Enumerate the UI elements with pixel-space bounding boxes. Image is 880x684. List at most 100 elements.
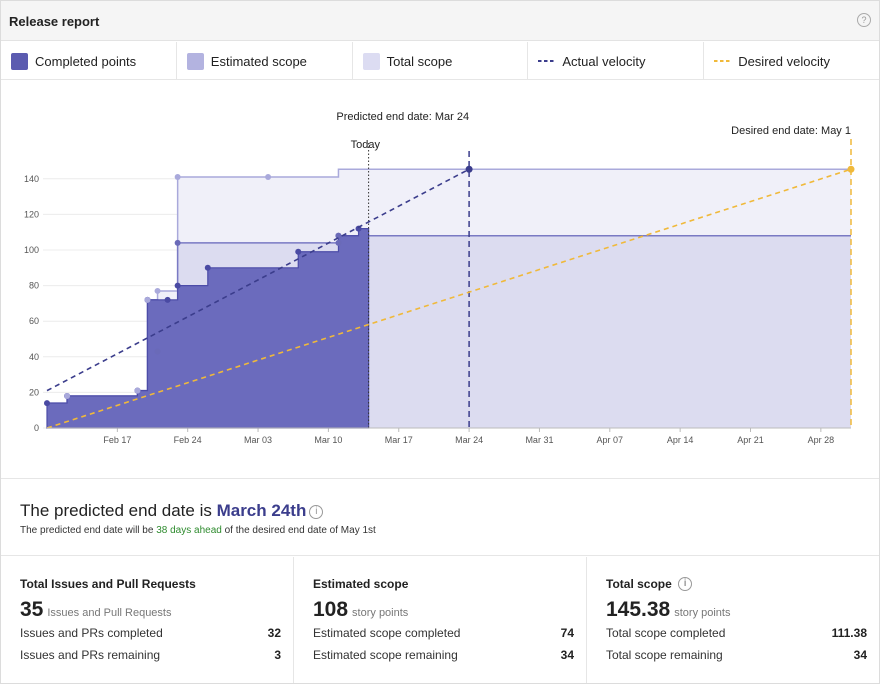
stat-headline: 35 Issues and Pull Requests: [20, 598, 281, 624]
completed-points-area: [46, 228, 370, 429]
legend-label: Completed points: [35, 53, 137, 69]
scope-point: [134, 387, 141, 394]
stat-row-value: 34: [560, 648, 574, 662]
stat-row-value: 111.38: [831, 626, 867, 640]
panel-header: Release report ?: [1, 1, 879, 41]
stat-row: Estimated scope remaining 34: [313, 648, 574, 668]
panel-title: Release report: [9, 14, 100, 29]
prediction-subtitle: The predicted end date will be 38 days a…: [20, 525, 376, 536]
stat-headline: 145.38 story points: [606, 598, 867, 624]
x-tick-label: Mar 10: [314, 435, 342, 445]
x-tick-label: Feb 17: [103, 435, 131, 445]
prediction-sub-suffix: of the desired end date of May 1st: [221, 525, 376, 536]
chart-legend: Completed points Estimated scope Total sco…: [1, 42, 879, 80]
scope-point: [144, 296, 151, 303]
legend-label: Actual velocity: [562, 53, 646, 69]
y-tick-label: 20: [29, 387, 39, 397]
predicted-end-point: [465, 165, 473, 173]
y-tick-label: 120: [24, 209, 39, 219]
stat-value: 145.38: [606, 598, 671, 621]
stat-row: Issues and PRs remaining 3: [20, 648, 281, 668]
legend-item-estimated-scope[interactable]: Estimated scope: [177, 42, 353, 80]
y-tick-label: 100: [24, 245, 39, 255]
stat-row-label: Total scope remaining: [606, 648, 723, 662]
stat-row-label: Issues and PRs completed: [20, 626, 163, 640]
completed-point: [164, 296, 171, 303]
stat-row: Total scope completed 111.38: [606, 626, 867, 646]
scope-point: [64, 392, 71, 399]
scope-point: [335, 232, 342, 239]
y-tick-label: 140: [24, 174, 39, 184]
legend-label: Estimated scope: [210, 53, 307, 69]
completed-point: [204, 264, 211, 271]
x-tick-label: Mar 03: [244, 435, 272, 445]
stat-row: Estimated scope completed 74: [313, 626, 574, 646]
desired-end-label: Desired end date: May 1: [731, 125, 851, 137]
legend-swatch: [362, 52, 380, 70]
today-label: Today: [351, 139, 381, 151]
x-tick-label: Mar 31: [525, 435, 553, 445]
legend-dash-line: [714, 60, 732, 62]
stat-row: Issues and PRs completed 32: [20, 626, 281, 646]
prediction-date: March 24th: [216, 501, 307, 520]
y-tick-label: 0: [34, 423, 39, 433]
info-icon[interactable]: i: [678, 577, 693, 591]
prediction-title-prefix: The predicted end date is: [20, 501, 217, 520]
stat-title: Total scope i: [606, 577, 867, 595]
legend-label: Total scope: [386, 53, 453, 69]
legend-label: Desired velocity: [738, 53, 830, 69]
stat-card: Estimated scope 108 story points Estimated …: [294, 557, 587, 683]
stat-card: Total scope i 145.38 story points Total sco…: [587, 557, 879, 683]
stat-row-label: Issues and PRs remaining: [20, 648, 161, 662]
release-chart-svg: 0 20 40 60 80 100 120 140 Feb 17 Feb 24 Mar 03 Mar …: [24, 111, 855, 445]
stat-row-label: Total scope completed: [606, 626, 726, 640]
stat-title-text: Total scope: [606, 577, 672, 591]
x-tick-label: Apr 28: [808, 435, 835, 445]
completed-point: [44, 400, 50, 407]
stat-headline: 108 story points: [313, 598, 574, 624]
stat-row-label: Estimated scope remaining: [313, 648, 458, 662]
legend-swatch: [11, 52, 28, 70]
release-chart: 0 20 40 60 80 100 120 140 Feb 17 Feb 24 Mar 03 Mar …: [1, 81, 879, 477]
scope-point: [174, 239, 181, 246]
stat-unit: story points: [352, 607, 409, 619]
x-tick-label: Mar 17: [385, 435, 413, 445]
stat-title: Total Issues and Pull Requests: [20, 577, 281, 595]
question-circle-icon[interactable]: ?: [857, 13, 871, 27]
stat-title: Estimated scope: [313, 577, 574, 595]
stat-unit: Issues and Pull Requests: [47, 607, 172, 619]
actual-velocity-line: [46, 168, 470, 392]
stat-row-value: 34: [853, 648, 867, 662]
legend-item-actual-velocity[interactable]: Actual velocity: [528, 42, 705, 80]
x-tick-label: Apr 21: [737, 435, 764, 445]
stat-card: Total Issues and Pull Requests 35 Issues a…: [1, 557, 294, 683]
scope-point: [174, 174, 181, 181]
prediction-title: The predicted end date is March 24th i: [20, 501, 324, 521]
y-tick-label: 60: [29, 316, 39, 326]
legend-item-completed-points[interactable]: Completed points: [1, 42, 177, 80]
stat-row-value: 74: [560, 626, 574, 640]
x-tick-label: Apr 07: [597, 435, 624, 445]
scope-point: [265, 174, 272, 181]
x-tick-label: Apr 14: [667, 435, 694, 445]
predicted-end-label: Predicted end date: Mar 24: [336, 111, 469, 123]
days-ahead: 38 days ahead: [156, 525, 222, 536]
desired-end-point: [847, 165, 855, 173]
legend-item-total-scope[interactable]: Total scope: [353, 42, 529, 80]
stats-row: Total Issues and Pull Requests 35 Issues a…: [1, 557, 879, 683]
x-tick-label: Mar 24: [455, 435, 483, 445]
stat-title-text: Estimated scope: [313, 577, 409, 591]
completed-point: [295, 248, 302, 255]
scope-point: [335, 239, 342, 246]
stat-value: 35: [20, 598, 44, 621]
y-tick-label: 40: [29, 352, 39, 362]
scope-point: [154, 287, 161, 294]
stat-value: 108: [313, 598, 349, 621]
legend-dash-line: [538, 60, 556, 62]
desired-velocity-line: [46, 168, 852, 429]
info-icon[interactable]: i: [309, 505, 324, 519]
legend-item-desired-velocity[interactable]: Desired velocity: [704, 42, 879, 80]
legend-swatch: [186, 52, 204, 70]
stat-unit: story points: [674, 607, 731, 619]
